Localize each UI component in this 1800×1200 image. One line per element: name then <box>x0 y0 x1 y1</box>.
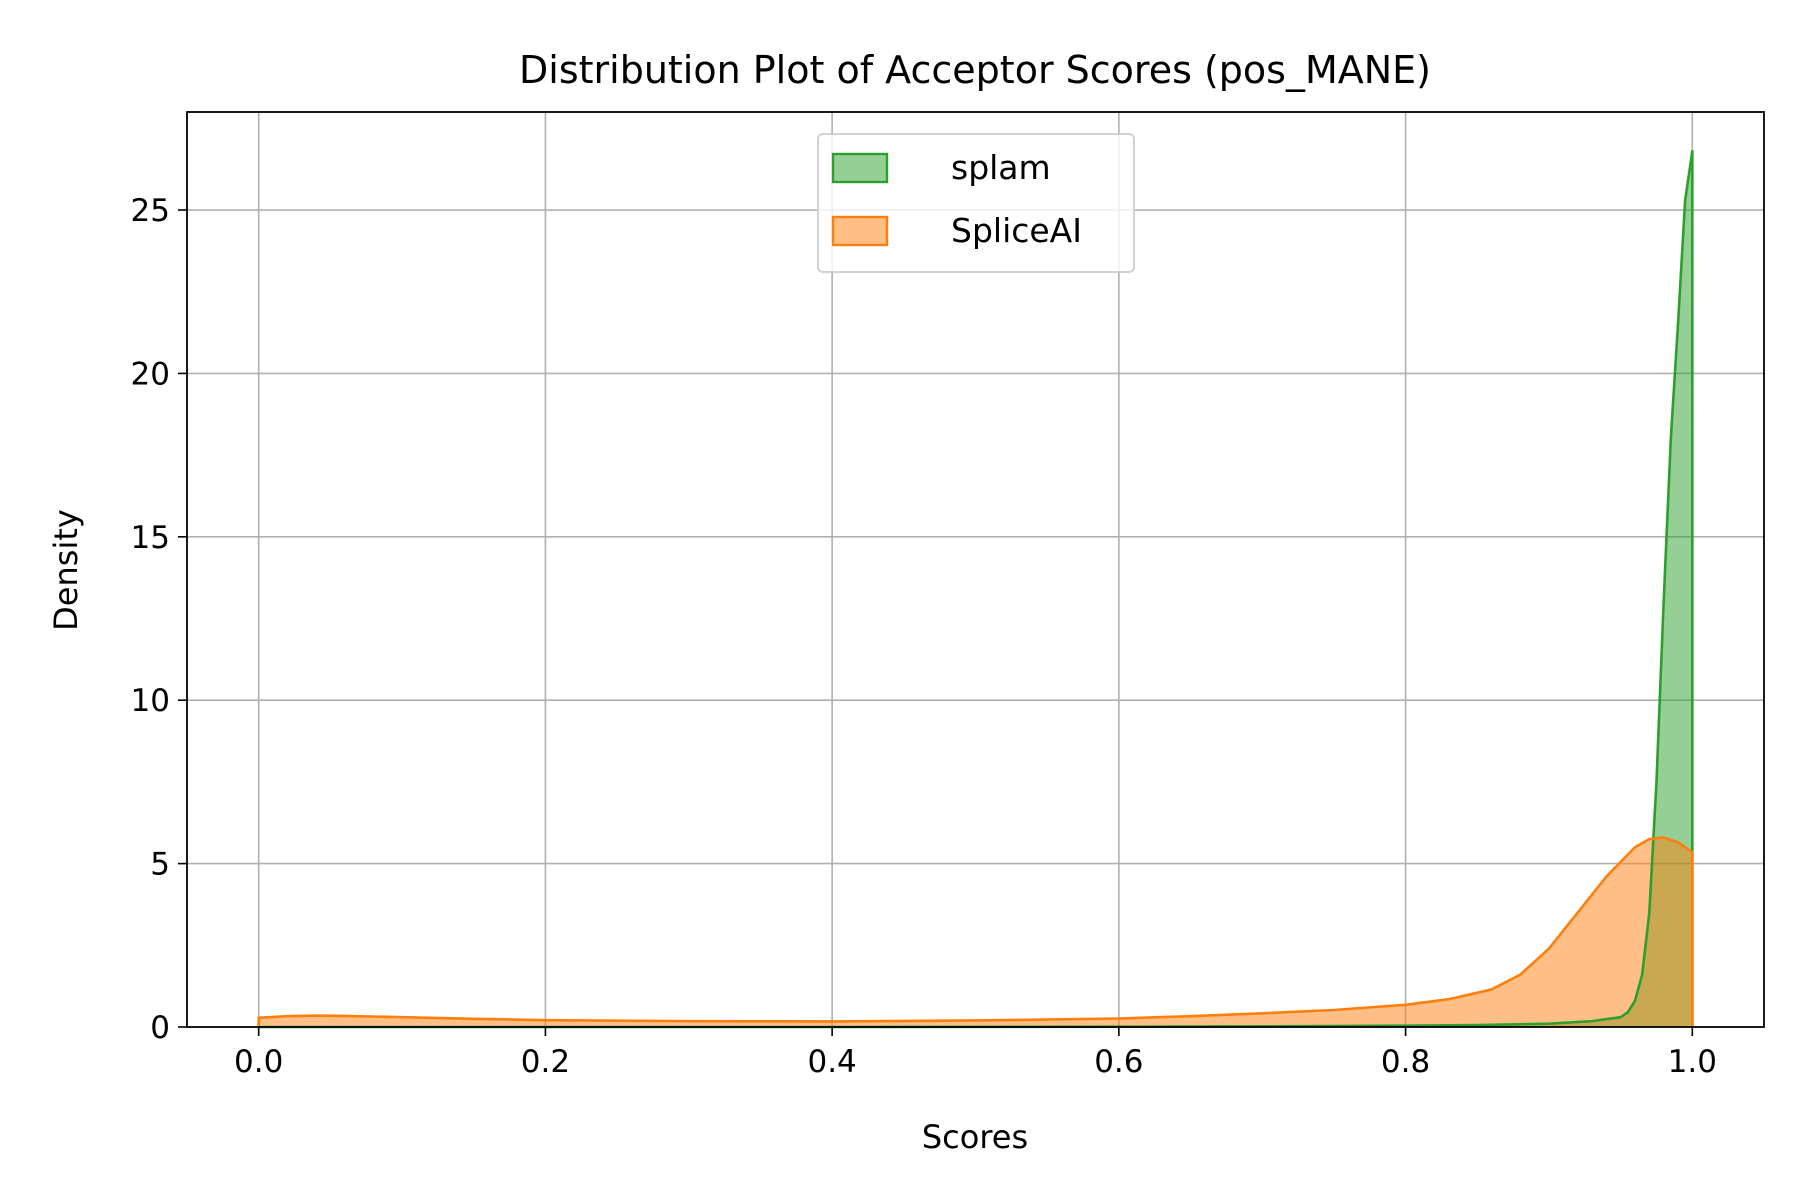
y-axis-label: Density <box>47 509 85 631</box>
legend-swatch-splam <box>831 152 889 184</box>
legend-label-spliceai: SpliceAI <box>951 211 1082 250</box>
y-tick-label: 25 <box>131 193 170 229</box>
y-tick-label: 0 <box>150 1010 170 1046</box>
chart-title: Distribution Plot of Acceptor Scores (po… <box>519 48 1431 92</box>
x-tick-label: 0.4 <box>807 1044 856 1080</box>
x-axis-label: Scores <box>922 1118 1028 1156</box>
x-tick-label: 0.6 <box>1094 1044 1143 1080</box>
x-tick-label: 0.8 <box>1381 1044 1430 1080</box>
legend-label-splam: splam <box>951 148 1051 187</box>
ticks: 0.0 0.2 0.4 0.6 0.8 1.0 0 5 10 15 20 25 <box>131 193 1717 1080</box>
x-tick-label: 0.0 <box>234 1044 283 1080</box>
y-tick-label: 5 <box>150 847 170 883</box>
x-tick-label: 1.0 <box>1668 1044 1717 1080</box>
y-tick-label: 15 <box>131 520 170 556</box>
x-tick-label: 0.2 <box>521 1044 570 1080</box>
legend: splam SpliceAI <box>817 133 1135 273</box>
series-area-spliceai <box>258 837 1693 1027</box>
legend-frame <box>817 133 1135 273</box>
series-line-spliceai <box>257 836 1694 1028</box>
plot-frame <box>186 111 1765 1028</box>
y-tick-label: 10 <box>131 683 170 719</box>
y-tick-label: 20 <box>131 356 170 392</box>
legend-swatch-spliceai <box>831 215 889 247</box>
